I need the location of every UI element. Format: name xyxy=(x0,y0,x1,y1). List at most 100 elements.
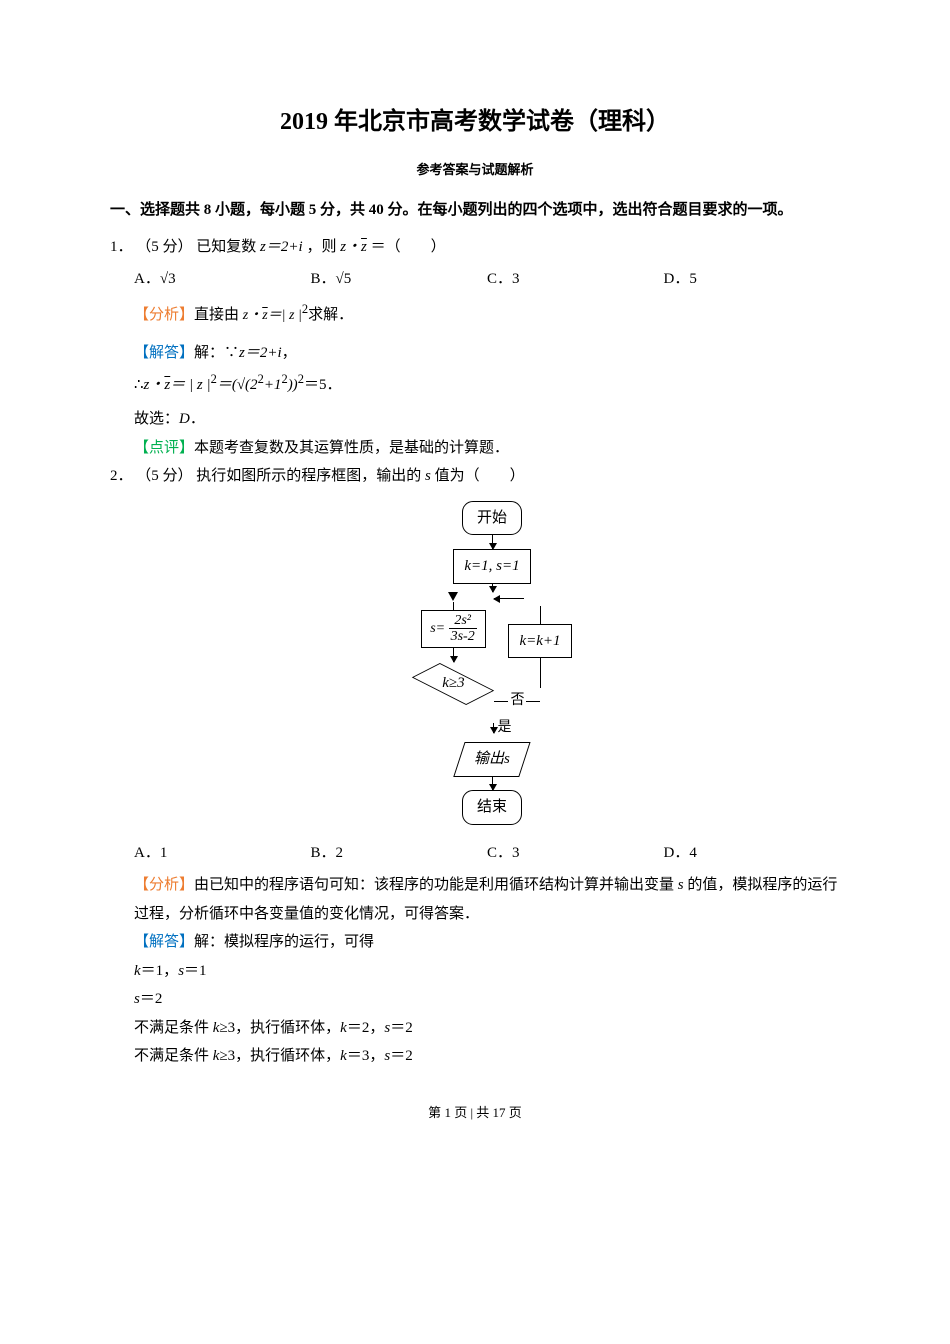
fc-cond-txt: k≥3 xyxy=(412,662,494,706)
q1-A-val: √3 xyxy=(160,271,176,287)
q2-s-a: 解：模拟程序的运行，可得 xyxy=(194,934,374,950)
analysis-tag: 【分析】 xyxy=(134,877,194,893)
q2-l2b: ＝2 xyxy=(140,991,163,1007)
q2-solve-l3: 不满足条件 k≥3，执行循环体，k＝2，s＝2 xyxy=(134,1014,840,1043)
q1-s-b: z＝2+i xyxy=(239,345,282,361)
q1-s2b: z・ xyxy=(144,377,165,393)
fc-yes: 是 xyxy=(498,715,512,742)
q2-solve-head: 【解答】解：模拟程序的运行，可得 xyxy=(134,928,840,957)
q1-choice-a: A．√3 xyxy=(134,265,311,294)
q2-l4a: 不满足条件 xyxy=(134,1048,213,1064)
q1-choice-b: B．√5 xyxy=(311,265,488,294)
q1-ana-a: 直接由 xyxy=(194,307,243,323)
q2-solve-l4: 不满足条件 k≥3，执行循环体，k＝3，s＝2 xyxy=(134,1042,840,1071)
line-icon xyxy=(492,584,493,592)
q2-l3g: ＝2 xyxy=(390,1020,413,1036)
flowchart: 开始 k=1, s=1 s= 2s²3s-2 k≥3 xyxy=(144,501,840,825)
arrow-icon xyxy=(492,535,493,549)
q1-ana-b: z・ xyxy=(243,308,262,323)
q2-choice-d: D．4 xyxy=(664,839,841,868)
page-footer: 第 1 页 | 共 17 页 xyxy=(110,1101,840,1126)
analysis-tag: 【分析】 xyxy=(134,307,194,323)
fc-assign: s= 2s²3s-2 xyxy=(421,610,486,648)
fc-cond: k≥3 xyxy=(412,662,494,706)
q1-stem-c: ，则 xyxy=(306,239,340,255)
q1-s2l: ＝5． xyxy=(304,377,342,393)
q1-B-label: B． xyxy=(311,271,336,287)
fc-loop: s= 2s²3s-2 k≥3 xyxy=(412,592,571,715)
q1-stem: 1． （5 分） 已知复数 z＝2+i ，则 z・z ＝（ ） xyxy=(110,233,840,262)
q1-analysis: 【分析】直接由 z・z＝| z |2求解． xyxy=(134,298,840,330)
footer-suffix: 页 xyxy=(506,1105,522,1120)
q2-ana-a: 由已知中的程序语句可知：该程序的功能是利用循环结构计算并输出变量 xyxy=(194,877,678,893)
q2-l1d: ＝1 xyxy=(184,963,207,979)
q2-l3a: 不满足条件 xyxy=(134,1020,213,1036)
q1-ana-f: 求解． xyxy=(308,307,353,323)
footer-mid: 页 | 共 xyxy=(451,1105,493,1120)
q1-s2d: ＝ | z | xyxy=(170,377,210,393)
footer-prefix: 第 xyxy=(428,1105,444,1120)
arrow-icon xyxy=(492,776,493,790)
q2-solve-l1: k＝1，s＝1 xyxy=(134,957,840,986)
fc-assign-lhs: s= xyxy=(430,621,445,636)
q1-s-a: 解：∵ xyxy=(194,345,239,361)
fc-init-txt: k=1, s=1 xyxy=(464,558,519,574)
q1-points: （5 分） xyxy=(136,239,192,255)
q2-l3c: ≥3，执行循环体， xyxy=(219,1020,340,1036)
q1-ana-d: ＝| z | xyxy=(268,308,302,323)
footer-total: 17 xyxy=(493,1105,506,1120)
q1-solve-l2: ∴z・z＝ | z |2＝(√(22+12))2＝5． xyxy=(134,368,840,400)
q2-stem-b: 值为（ ） xyxy=(431,468,525,484)
fc-inc-txt: k=k+1 xyxy=(519,633,560,649)
fc-out-a: 输出 xyxy=(474,751,504,767)
q2-choice-a: A．1 xyxy=(134,839,311,868)
section-header: 一、选择题共 8 小题，每小题 5 分，共 40 分。在每小题列出的四个选项中，… xyxy=(110,196,840,225)
q1-s2j: )) xyxy=(288,377,298,393)
q1-num: 1 xyxy=(110,239,118,255)
fc-inc: k=k+1 xyxy=(508,624,571,659)
fc-start: 开始 xyxy=(462,501,522,536)
q1-A-label: A． xyxy=(134,271,160,287)
q2-choice-c: C．3 xyxy=(487,839,664,868)
q1-s-c: ， xyxy=(282,345,297,361)
q2-stem: 2． （5 分） 执行如图所示的程序框图，输出的 s 值为（ ） xyxy=(110,462,840,491)
q1-choice-c: C．3 xyxy=(487,265,664,294)
q1-s2f: ＝(√(2 xyxy=(217,377,258,393)
q1-ans-p: ． xyxy=(190,411,205,427)
q1-stem-b: z＝2+i xyxy=(260,239,303,255)
q2-num: 2 xyxy=(110,468,118,484)
q1-answer: 故选：D． xyxy=(134,405,840,434)
q2-l3d: k xyxy=(340,1020,347,1036)
q2-l1a: k xyxy=(134,963,141,979)
q1-stem-a: 已知复数 xyxy=(196,239,260,255)
q2-points: （5 分） xyxy=(136,468,192,484)
q1-stem-f: ＝（ ） xyxy=(371,239,446,255)
fc-assign-den: 3s-2 xyxy=(449,629,477,644)
arrow-icon xyxy=(494,598,524,599)
q2-solve-l2: s＝2 xyxy=(134,985,840,1014)
q1-s2h: +1 xyxy=(264,377,282,393)
q2-stem-a: 执行如图所示的程序框图，输出的 xyxy=(196,468,425,484)
arrow-icon xyxy=(493,723,494,733)
doc-title: 2019 年北京市高考数学试卷（理科） xyxy=(110,100,840,146)
q1-review: 【点评】本题考查复数及其运算性质，是基础的计算题． xyxy=(134,434,840,463)
q1-stem-e: z xyxy=(361,239,367,255)
q2-l4e: ＝3， xyxy=(347,1048,385,1064)
q1-ans-a: 故选： xyxy=(134,411,179,427)
doc-subtitle: 参考答案与试题解析 xyxy=(110,158,840,183)
q1-solve-l1: 【解答】解：∵z＝2+i， xyxy=(134,339,840,368)
solve-tag: 【解答】 xyxy=(134,345,194,361)
q1-rev: 本题考查复数及其运算性质，是基础的计算题． xyxy=(194,440,509,456)
q1-stem-d: z・ xyxy=(340,239,361,255)
q2-l4g: ＝2 xyxy=(390,1048,413,1064)
merge-icon xyxy=(448,592,458,602)
q1-B-val: √5 xyxy=(336,271,352,287)
fc-out-b: s xyxy=(504,751,510,767)
review-tag: 【点评】 xyxy=(134,440,194,456)
q2-l4c: ≥3，执行循环体， xyxy=(219,1048,340,1064)
fc-out: 输出s xyxy=(453,742,530,777)
fc-end: 结束 xyxy=(462,790,522,825)
q1-ans-v: D xyxy=(179,411,190,427)
q2-l1b: ＝1， xyxy=(141,963,179,979)
q1-s2a: ∴ xyxy=(134,377,144,393)
